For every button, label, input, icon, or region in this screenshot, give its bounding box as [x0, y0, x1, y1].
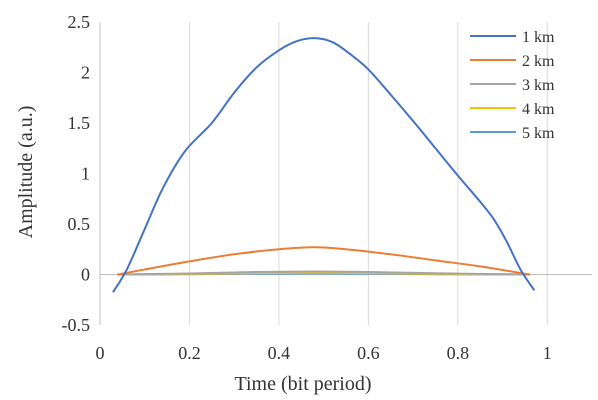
y-tick-label: 1 [81, 164, 90, 184]
legend-label-1-km: 1 km [522, 29, 555, 46]
y-tick-label: 2 [81, 63, 90, 83]
y-axis-title: Amplitude (a.u.) [15, 106, 37, 239]
series-line-2-km [116, 246, 531, 276]
legend-label-5-km: 5 km [522, 125, 555, 142]
series-line-3-km [116, 270, 531, 276]
y-tick-label: 1.5 [68, 113, 91, 133]
tick-labels: -0.500.511.522.50 0.2 0.4 0.6 0.8 1 [62, 12, 552, 363]
series-layer [112, 37, 535, 293]
y-tick-label: 0 [81, 265, 90, 285]
x-tick-label: 0.8 [447, 343, 470, 363]
y-tick-label: 2.5 [68, 12, 91, 32]
legend-label-4-km: 4 km [522, 101, 555, 118]
x-tick-label: 0.6 [357, 343, 380, 363]
legend-label-3-km: 3 km [522, 77, 555, 94]
legend-label-2-km: 2 km [522, 53, 555, 70]
series-line-1-km [112, 37, 535, 293]
x-tick-label: 1 [543, 343, 552, 363]
y-tick-label: -0.5 [62, 315, 91, 335]
grid-layer [99, 22, 592, 325]
x-tick-label: 0.4 [268, 343, 291, 363]
x-tick-label: 0.2 [178, 343, 201, 363]
x-axis-title: Time (bit period) [234, 373, 371, 395]
x-tick-label: 0 [96, 343, 105, 363]
y-tick-label: 0.5 [68, 214, 91, 234]
legend: 1 km 2 km 3 km 4 km 5 km [470, 29, 555, 142]
